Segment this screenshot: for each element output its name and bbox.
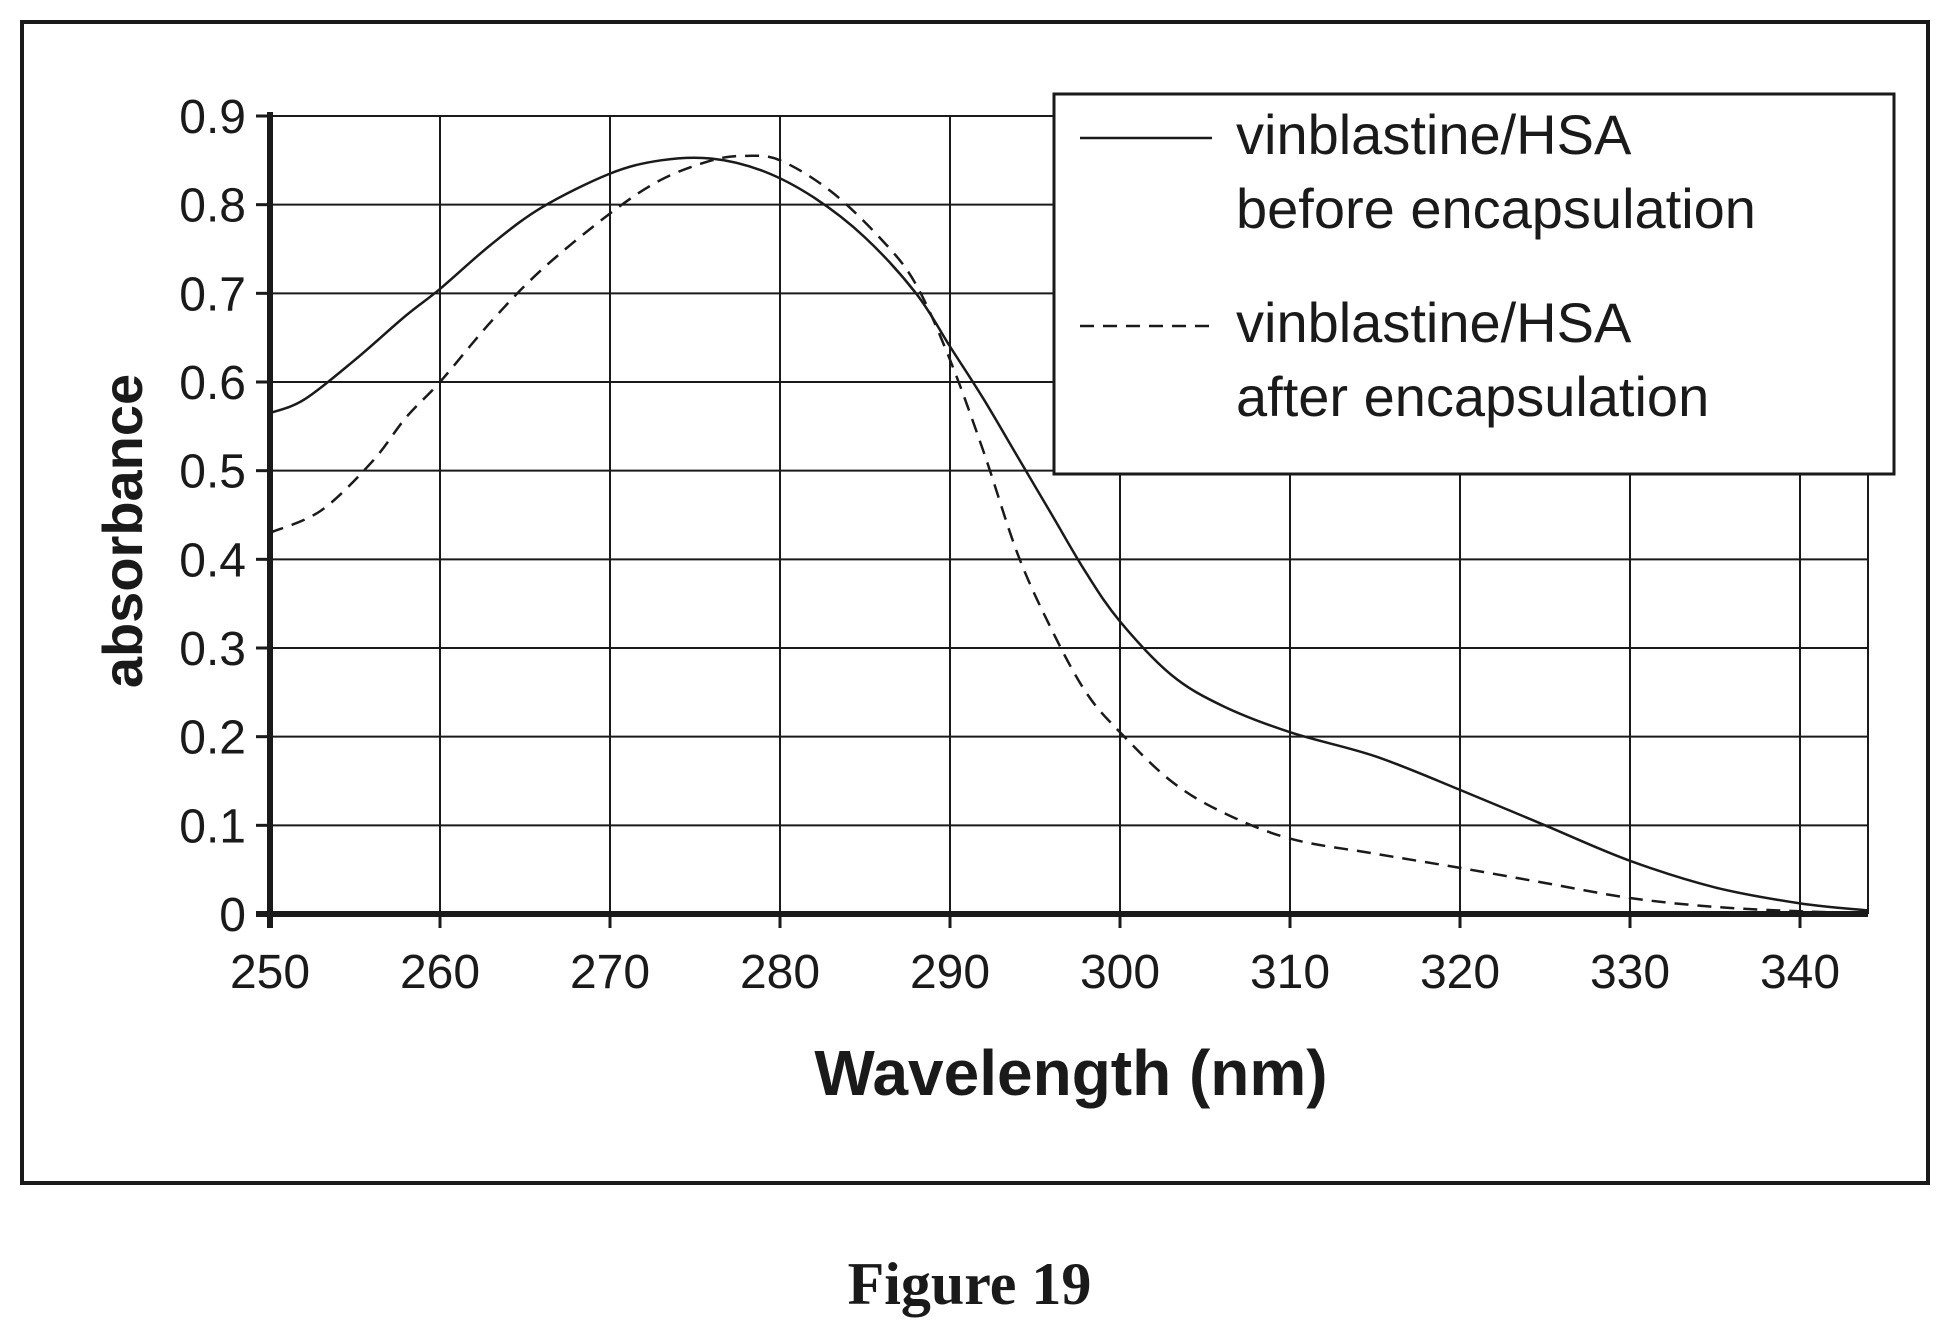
y-tick-label: 0.7: [179, 268, 246, 321]
y-tick-label: 0.1: [179, 800, 246, 853]
x-tick-label: 290: [910, 946, 990, 999]
legend: vinblastine/HSA before encapsulation vinbl…: [1052, 92, 1896, 476]
y-tick-label: 0.8: [179, 180, 246, 233]
series-line-before-encapsulation: [269, 156, 1869, 912]
x-tick-label: 310: [1250, 946, 1330, 999]
series-lines: [269, 154, 1869, 915]
x-tick-labels: 250 260 270 280 290 300 310 320 330 340: [230, 946, 1840, 999]
x-axis-title: Wavelength (nm): [814, 1037, 1327, 1109]
x-tick-label: 270: [570, 946, 650, 999]
y-tick-label: 0.6: [179, 357, 246, 410]
absorbance-line-chart: 0 0.1 0.2 0.3 0.4 0.5 0.6 0.7 0.8 0.9 250 260 270 28…: [91, 91, 1896, 1109]
legend-entries: vinblastine/HSA before encapsulation vinbl…: [1080, 103, 1756, 428]
y-tick-label: 0.5: [179, 446, 246, 499]
y-tick-label: 0: [219, 889, 246, 942]
figure-caption: Figure 19: [847, 1251, 1092, 1317]
series-line-after-encapsulation: [269, 154, 1869, 915]
x-tick-label: 320: [1420, 946, 1500, 999]
x-tick-label: 250: [230, 946, 310, 999]
x-tick-label: 330: [1590, 946, 1670, 999]
x-tick-label: 300: [1080, 946, 1160, 999]
y-tick-label: 0.9: [179, 91, 246, 144]
legend-box: [1052, 92, 1896, 476]
y-tick-labels: 0 0.1 0.2 0.3 0.4 0.5 0.6 0.7 0.8 0.9: [179, 91, 246, 942]
axes: [256, 112, 1868, 928]
legend-label: after encapsulation: [1236, 365, 1709, 428]
x-tick-label: 260: [400, 946, 480, 999]
x-tick-label: 280: [740, 946, 820, 999]
y-tick-label: 0.2: [179, 712, 246, 765]
chart-frame: 0 0.1 0.2 0.3 0.4 0.5 0.6 0.7 0.8 0.9 250 260 270 28…: [20, 20, 1930, 1185]
legend-label: before encapsulation: [1236, 177, 1756, 240]
x-tick-label: 340: [1760, 946, 1840, 999]
legend-label: vinblastine/HSA: [1236, 291, 1632, 354]
y-tick-label: 0.4: [179, 534, 246, 587]
y-tick-label: 0.3: [179, 623, 246, 676]
y-axis-title: absorbance: [91, 374, 154, 688]
legend-label: vinblastine/HSA: [1236, 103, 1632, 166]
